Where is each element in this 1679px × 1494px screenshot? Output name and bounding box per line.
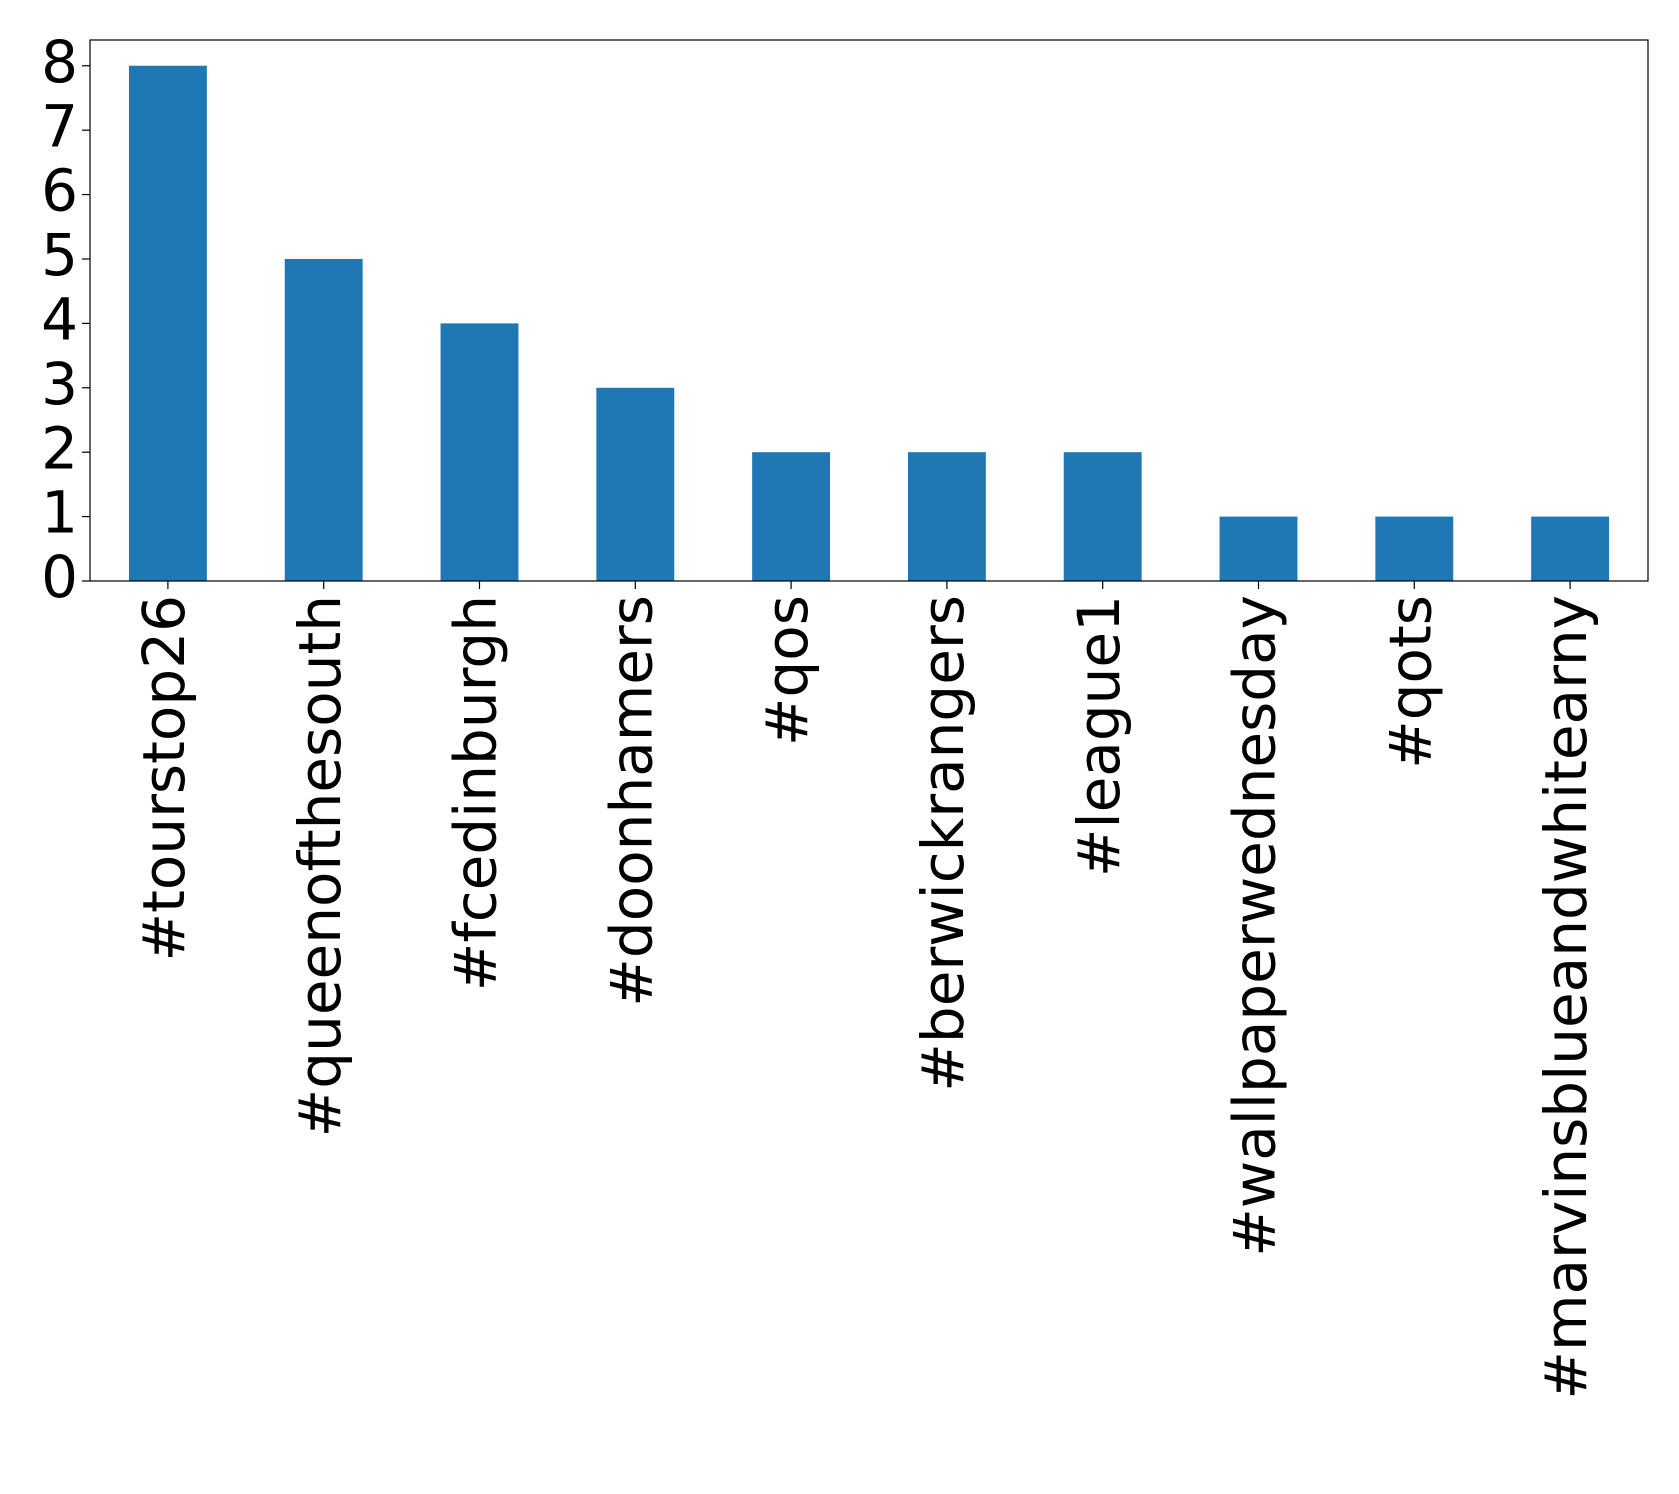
x-tick-label: #berwickrangers xyxy=(909,595,977,1092)
y-tick-label: 0 xyxy=(41,543,78,611)
y-tick-label: 1 xyxy=(41,479,78,547)
y-tick-label: 8 xyxy=(41,28,78,96)
y-tick-label: 7 xyxy=(41,92,78,160)
x-tick-label: #qots xyxy=(1376,595,1444,769)
bar xyxy=(752,452,831,581)
y-tick-label: 5 xyxy=(41,221,78,289)
axes-frame xyxy=(89,39,1649,582)
bar xyxy=(1375,516,1454,581)
x-tick-label: #marvinsblueandwhitearny xyxy=(1532,595,1600,1400)
bar xyxy=(1063,452,1142,581)
y-tick-label: 4 xyxy=(41,285,78,353)
bar xyxy=(284,258,363,581)
bar xyxy=(907,452,986,581)
x-tick-label: #doonhamers xyxy=(597,595,665,1007)
y-tick-label: 3 xyxy=(41,350,78,418)
bar xyxy=(1219,516,1298,581)
bar xyxy=(440,323,519,581)
y-tick-label: 2 xyxy=(41,414,78,482)
x-tick-label: #fcedinburgh xyxy=(442,595,510,991)
bar xyxy=(128,65,207,581)
x-tick-label: #qos xyxy=(753,595,821,746)
x-tick-label: #queenofthesouth xyxy=(286,595,354,1137)
x-tick-label: #tourstop26 xyxy=(130,595,198,962)
bar xyxy=(596,387,675,581)
x-tick-label: #wallpaperwednesday xyxy=(1221,595,1289,1257)
bar xyxy=(1531,516,1610,581)
y-tick-label: 6 xyxy=(41,157,78,225)
x-tick-label: #league1 xyxy=(1065,595,1133,877)
